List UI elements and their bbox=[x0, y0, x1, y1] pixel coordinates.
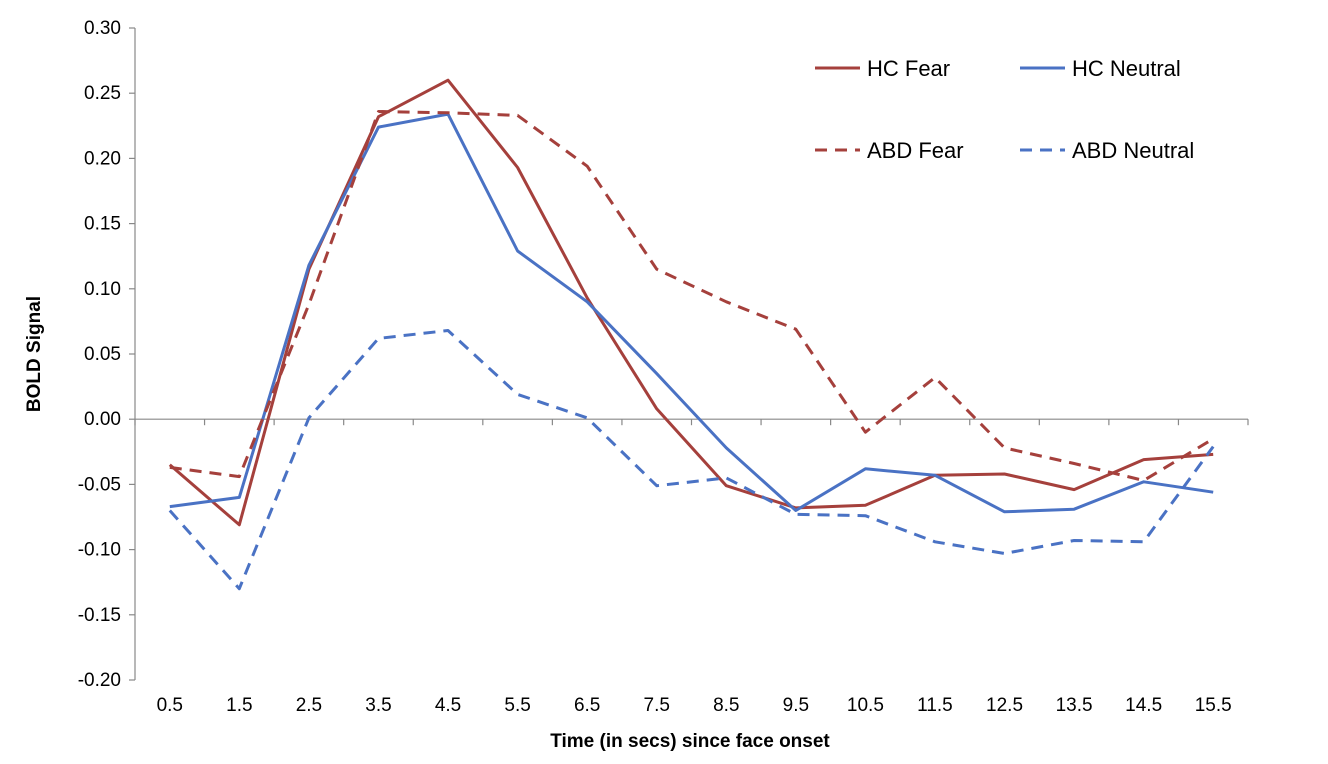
y-tick-label: 0.30 bbox=[84, 18, 121, 39]
series-line-abd-neutral bbox=[168, 329, 1215, 591]
y-tick-label: 0.15 bbox=[84, 214, 121, 235]
legend-label-hc-fear: HC Fear bbox=[867, 56, 950, 81]
x-tick-label: 13.5 bbox=[1056, 695, 1093, 716]
x-tick-label: 2.5 bbox=[296, 695, 322, 716]
x-tick-label: 15.5 bbox=[1195, 695, 1232, 716]
legend: HC Fear HC Neutral ABD Fear ABD Neutral bbox=[815, 56, 1194, 163]
x-tick-label: 3.5 bbox=[365, 695, 391, 716]
x-tick-label: 8.5 bbox=[713, 695, 739, 716]
y-tick-label: -0.05 bbox=[78, 474, 121, 495]
y-tick-label: -0.15 bbox=[78, 605, 121, 626]
x-tick-label: 14.5 bbox=[1125, 695, 1162, 716]
y-tick-labels: 0.30 0.25 0.20 0.15 0.10 0.05 0.00 -0.05 -0.10 -0… bbox=[78, 18, 121, 691]
y-tick-label: 0.20 bbox=[84, 148, 121, 169]
legend-label-abd-neutral: ABD Neutral bbox=[1072, 138, 1194, 163]
x-tick-label: 9.5 bbox=[783, 695, 809, 716]
x-tick-label: 7.5 bbox=[644, 695, 670, 716]
y-tick-label: -0.10 bbox=[78, 540, 121, 561]
x-tick-label: 4.5 bbox=[435, 695, 461, 716]
series-line-abd-fear bbox=[169, 110, 1214, 482]
legend-label-hc-neutral: HC Neutral bbox=[1072, 56, 1181, 81]
x-tick-labels: 0.5 1.5 2.5 3.5 4.5 5.5 6.5 7.5 8.5 9.5 10.5 11.5 12… bbox=[157, 695, 1232, 716]
x-tick-label: 6.5 bbox=[574, 695, 600, 716]
x-tick-label: 12.5 bbox=[986, 695, 1023, 716]
x-tick-label: 0.5 bbox=[157, 695, 183, 716]
series-lines bbox=[168, 78, 1215, 591]
legend-label-abd-fear: ABD Fear bbox=[867, 138, 964, 163]
y-tick-label: 0.00 bbox=[84, 409, 121, 430]
y-tick-label: 0.10 bbox=[84, 279, 121, 300]
y-axis-title: BOLD Signal bbox=[24, 296, 45, 412]
y-tick-label: -0.20 bbox=[78, 670, 121, 691]
series-line-hc-neutral bbox=[169, 112, 1214, 514]
x-tick-label: 5.5 bbox=[504, 695, 530, 716]
x-axis-title: Time (in secs) since face onset bbox=[550, 731, 830, 752]
y-tick-label: 0.05 bbox=[84, 344, 121, 365]
x-tick-label: 11.5 bbox=[917, 695, 953, 716]
x-tick-label: 10.5 bbox=[847, 695, 884, 716]
y-tick-label: 0.25 bbox=[84, 83, 121, 104]
x-tick-label: 1.5 bbox=[226, 695, 252, 716]
axes bbox=[129, 27, 1249, 681]
